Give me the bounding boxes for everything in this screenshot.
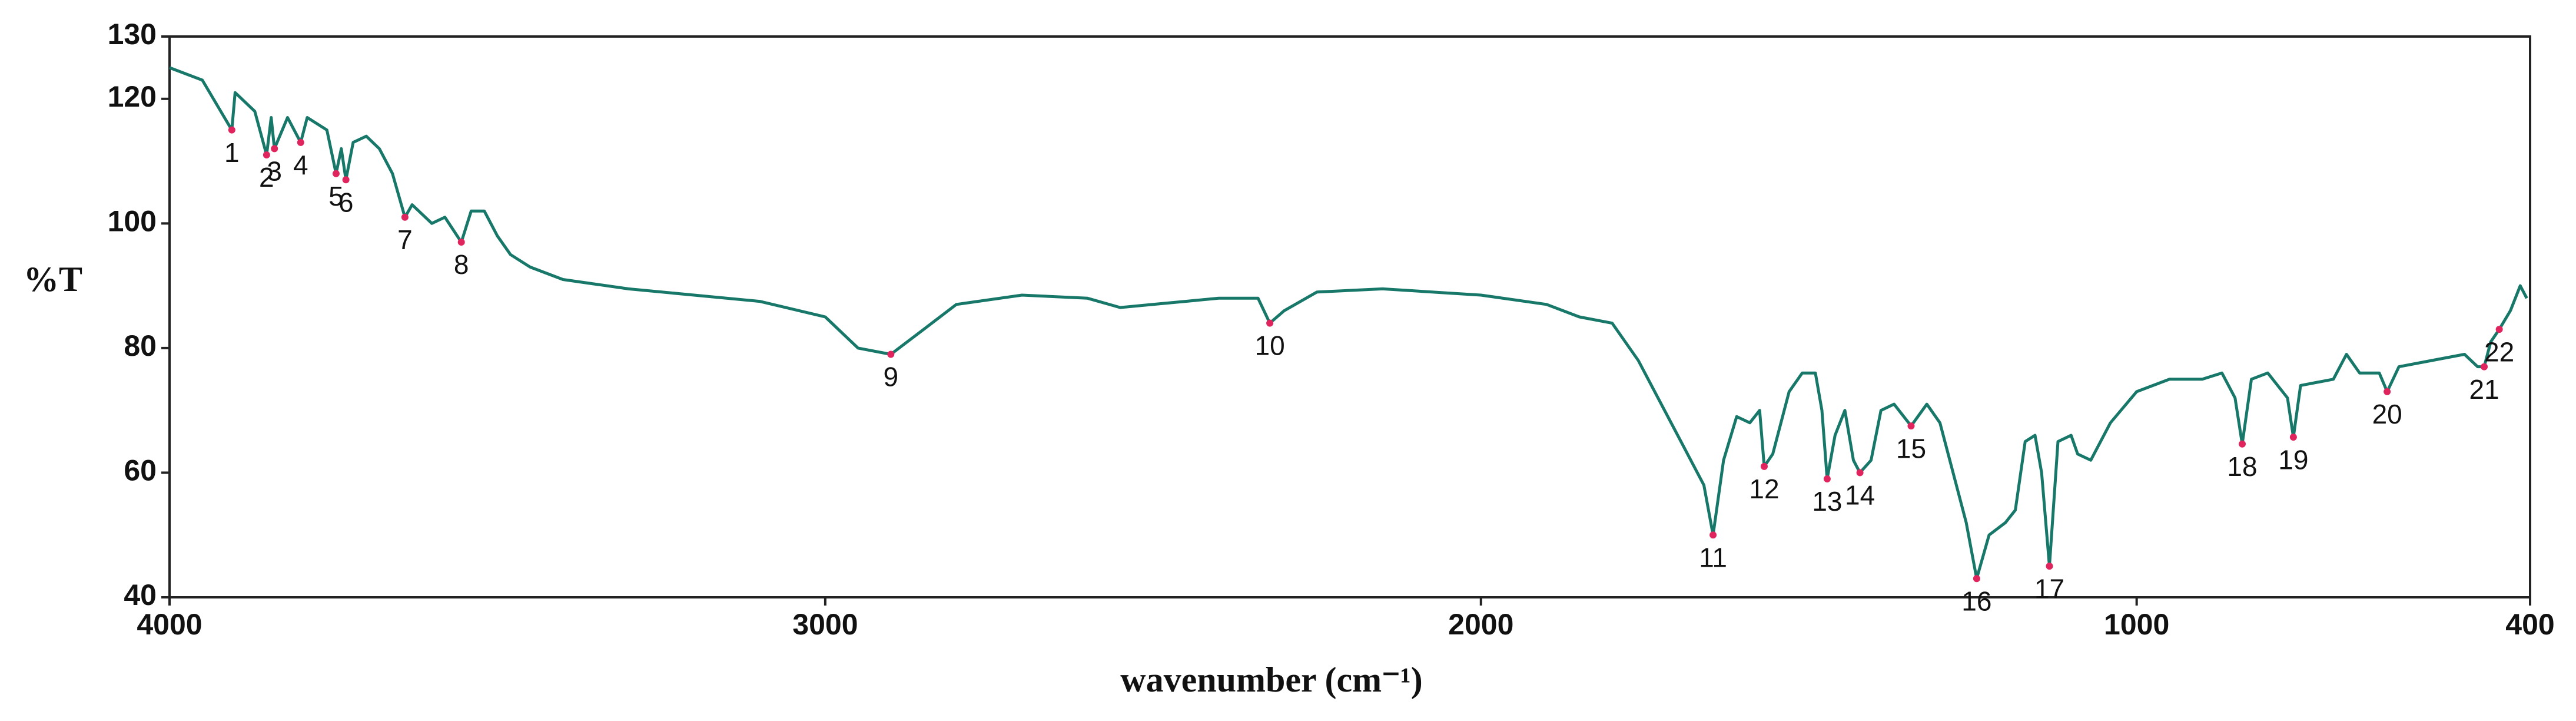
- peak-label: 16: [1961, 586, 1991, 616]
- y-tick-label: 60: [124, 454, 157, 487]
- peak-marker: [2495, 326, 2503, 333]
- peak-marker: [271, 145, 278, 153]
- peak-label: 1: [224, 137, 240, 168]
- peak-marker: [1760, 462, 1768, 470]
- y-tick-label: 100: [108, 205, 157, 238]
- peak-label: 10: [1255, 330, 1285, 361]
- peak-label: 11: [1699, 542, 1727, 573]
- peak-label: 20: [2372, 399, 2402, 429]
- peak-label: 18: [2227, 451, 2257, 482]
- peak-marker: [2289, 434, 2297, 441]
- peak-label: 6: [338, 187, 354, 217]
- peak-label: 22: [2484, 336, 2514, 367]
- x-tick-label: 2000: [1448, 608, 1513, 641]
- peak-marker: [2046, 563, 2053, 570]
- y-tick-label: 130: [108, 18, 157, 51]
- peak-marker: [2384, 388, 2391, 395]
- plot-frame: [168, 35, 2531, 598]
- peak-label: 3: [267, 156, 282, 187]
- x-tick-label: 1000: [2104, 608, 2169, 641]
- peak-label: 5: [328, 181, 344, 211]
- x-tick-label: 4000: [137, 608, 202, 641]
- peak-marker: [2239, 440, 2246, 448]
- peak-label: 14: [1845, 480, 1875, 511]
- peak-marker: [401, 213, 409, 221]
- peak-marker: [1709, 531, 1717, 539]
- x-tick-label: 400: [2505, 608, 2554, 641]
- peak-marker: [457, 239, 465, 246]
- y-tick-label: 80: [124, 329, 157, 362]
- spectrum-line: [169, 66, 2528, 580]
- peak-marker: [1266, 319, 1274, 327]
- peak-label: 8: [454, 249, 469, 280]
- x-axis-title: wavenumber (cm⁻¹): [1120, 660, 1422, 699]
- peak-label: 2: [259, 162, 274, 193]
- peak-marker: [342, 176, 350, 184]
- peak-label: 15: [1896, 433, 1926, 464]
- peak-marker: [1973, 575, 1980, 583]
- peak-marker: [887, 350, 895, 358]
- y-tick-label: 40: [124, 578, 157, 611]
- peak-marker: [2481, 363, 2488, 371]
- y-axis-title: %T: [24, 260, 82, 299]
- peak-label: 13: [1812, 486, 1842, 517]
- peak-marker: [332, 170, 340, 177]
- peak-marker: [1856, 469, 1864, 477]
- peak-label: 21: [2469, 374, 2499, 405]
- peak-marker: [228, 126, 235, 134]
- y-tick-label: 120: [108, 80, 157, 113]
- peak-label: 12: [1749, 474, 1779, 504]
- peak-marker: [297, 138, 304, 146]
- peak-label: 17: [2034, 573, 2064, 604]
- peak-label: 7: [397, 224, 413, 255]
- x-tick-label: 3000: [792, 608, 858, 641]
- peak-label: 9: [883, 362, 898, 392]
- peak-label: 19: [2278, 444, 2308, 475]
- peak-marker: [1823, 475, 1831, 483]
- peak-marker: [263, 151, 270, 158]
- peak-label: 4: [293, 150, 308, 180]
- peak-marker: [1907, 422, 1915, 430]
